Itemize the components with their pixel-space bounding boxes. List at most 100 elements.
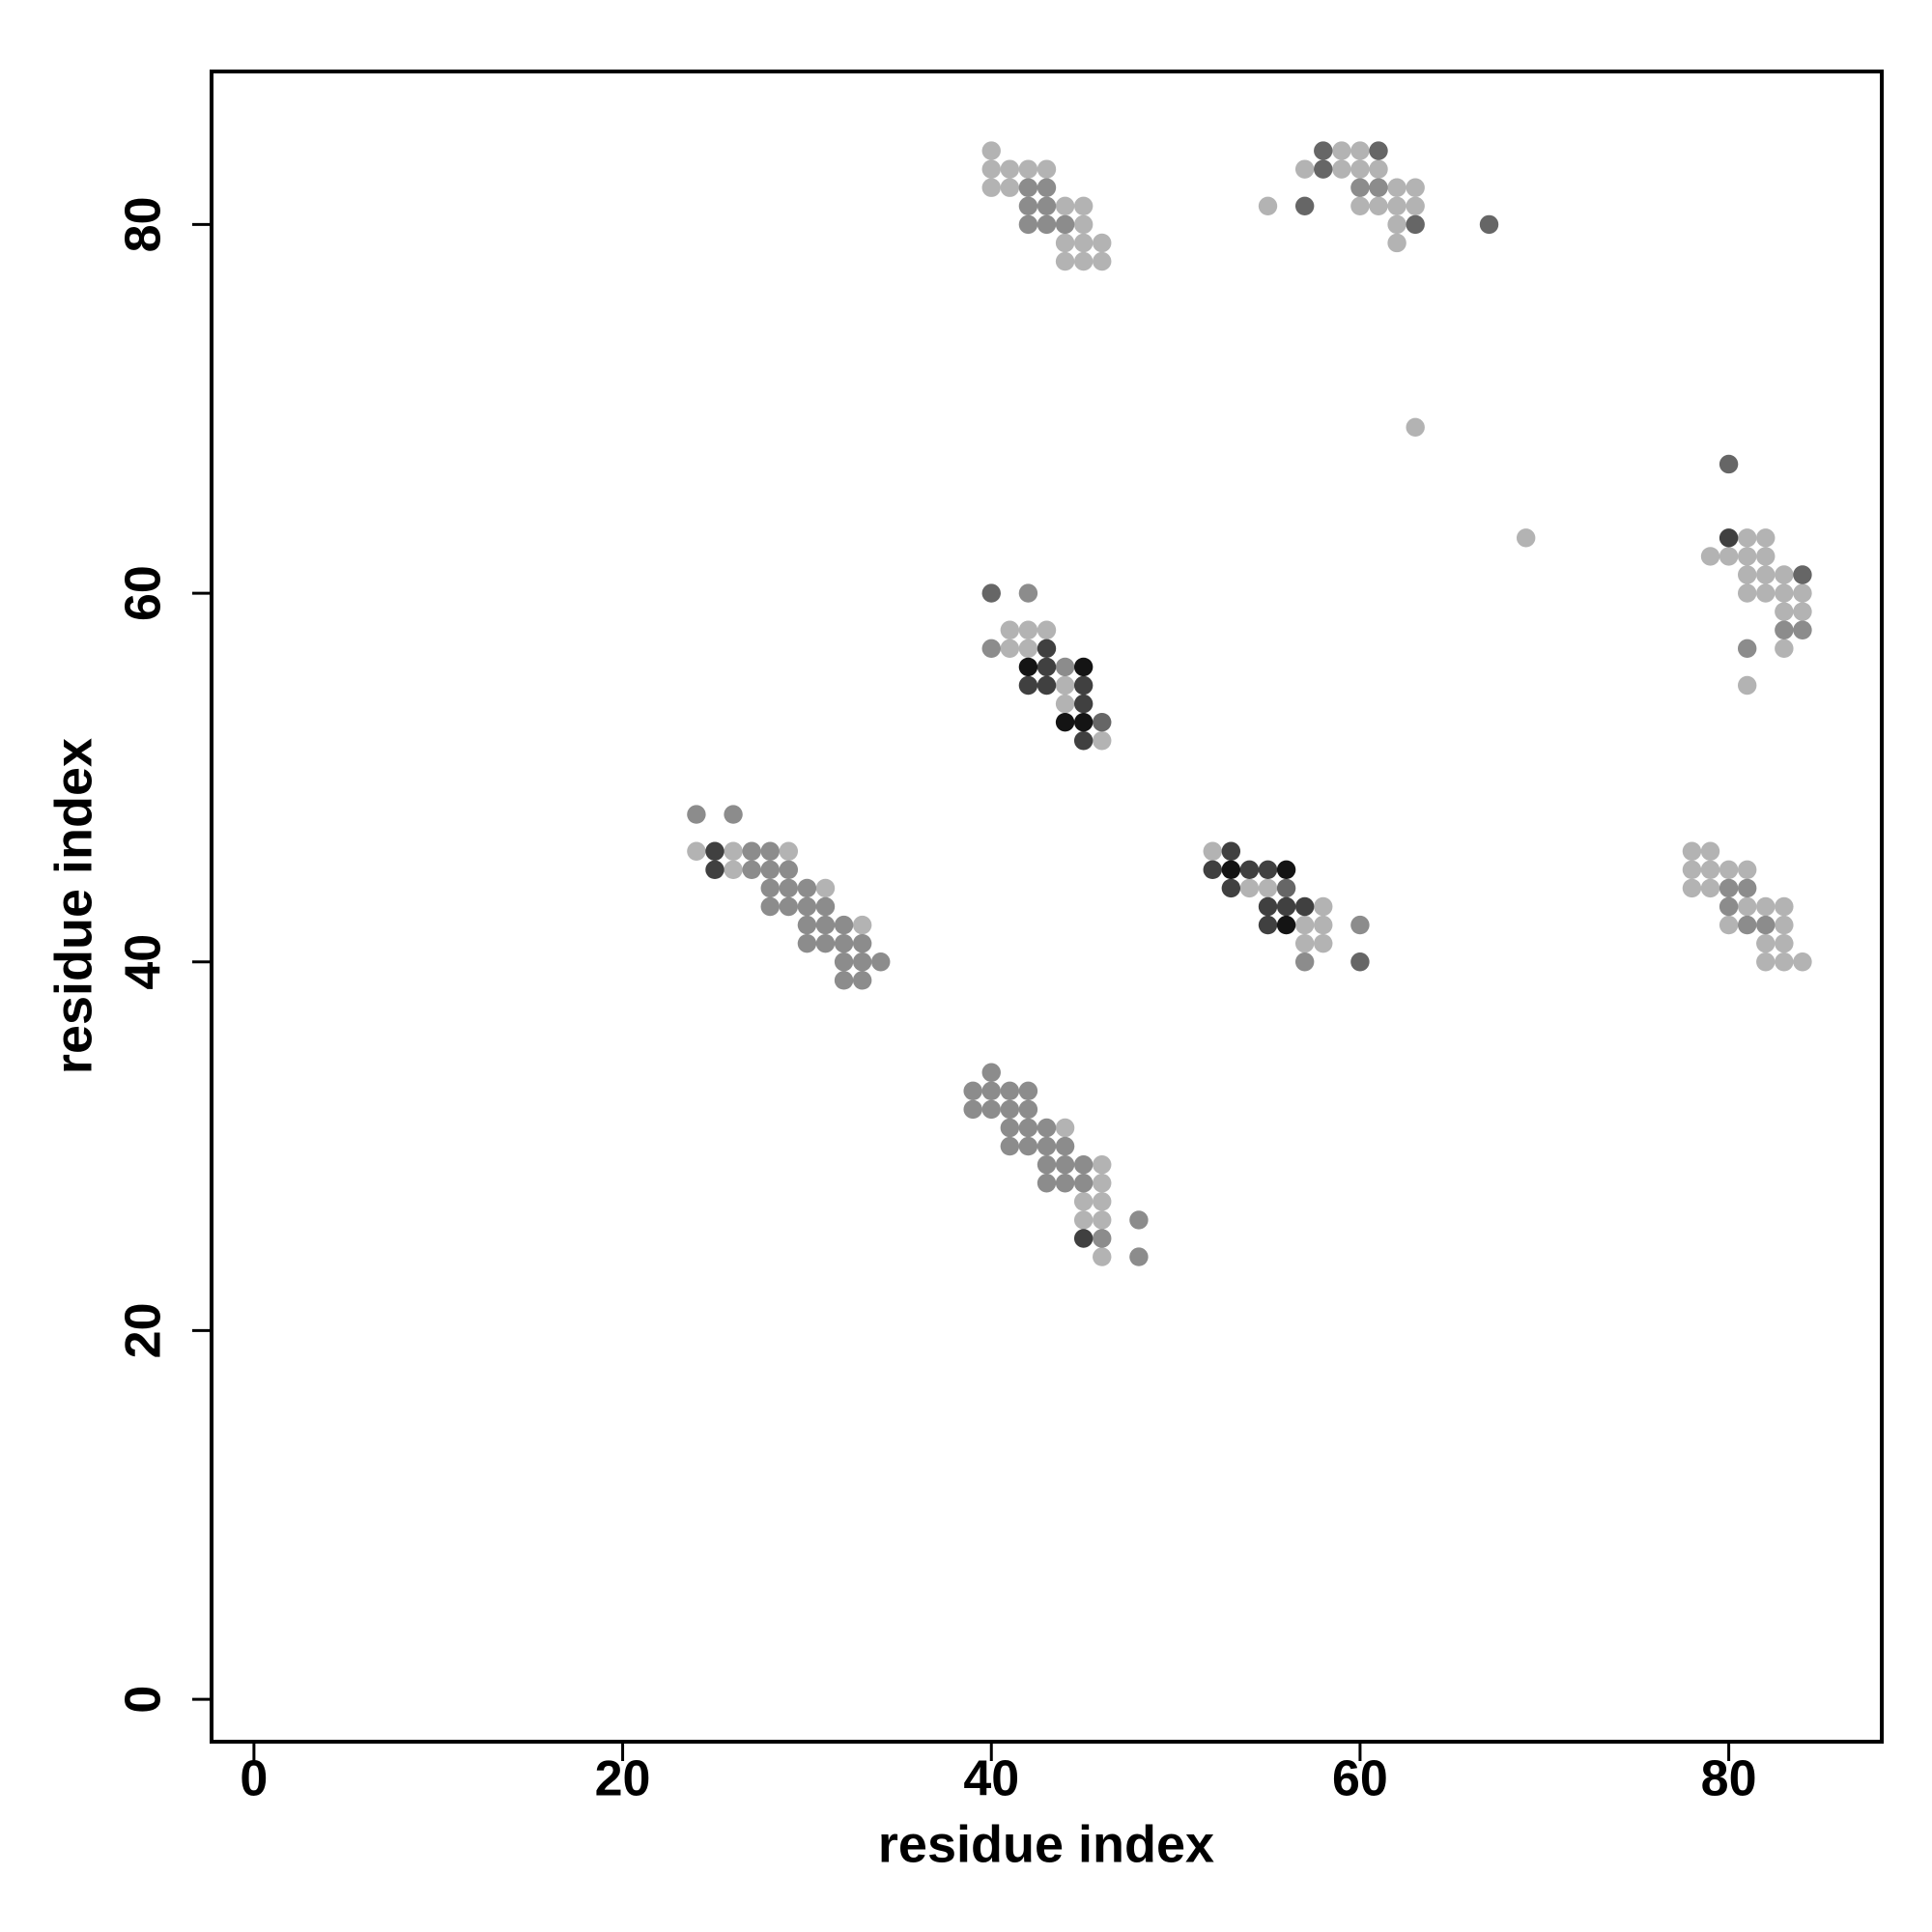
point bbox=[981, 1063, 1001, 1082]
point bbox=[1700, 841, 1720, 861]
point bbox=[1055, 675, 1075, 696]
point bbox=[1737, 915, 1757, 935]
point bbox=[1093, 731, 1112, 751]
point bbox=[1018, 675, 1038, 696]
point bbox=[1737, 583, 1757, 603]
point bbox=[1737, 675, 1757, 696]
point bbox=[705, 860, 724, 880]
point bbox=[760, 841, 780, 861]
point bbox=[1294, 196, 1315, 216]
point bbox=[1018, 1136, 1038, 1156]
point bbox=[760, 860, 780, 880]
point bbox=[742, 841, 761, 861]
point bbox=[1055, 712, 1075, 732]
point bbox=[760, 896, 780, 917]
point bbox=[852, 933, 872, 953]
point bbox=[1387, 233, 1406, 253]
point bbox=[1073, 1229, 1094, 1248]
point bbox=[1037, 620, 1057, 639]
point bbox=[1775, 933, 1794, 953]
point bbox=[1037, 178, 1057, 197]
point bbox=[1055, 694, 1075, 714]
point bbox=[687, 805, 706, 824]
point bbox=[1093, 712, 1112, 732]
point bbox=[834, 971, 854, 990]
point bbox=[1314, 915, 1333, 935]
point bbox=[981, 159, 1001, 179]
point bbox=[1682, 860, 1702, 880]
point bbox=[797, 915, 817, 935]
point bbox=[1737, 639, 1757, 659]
plot-frame bbox=[210, 70, 1884, 1744]
point bbox=[1073, 196, 1094, 216]
point bbox=[1294, 896, 1315, 917]
point bbox=[834, 952, 854, 972]
point bbox=[724, 860, 743, 880]
point bbox=[1719, 860, 1739, 880]
point bbox=[1314, 141, 1333, 160]
point bbox=[1221, 860, 1241, 880]
point bbox=[1055, 196, 1075, 216]
point bbox=[1737, 528, 1757, 548]
point bbox=[1055, 251, 1075, 271]
point bbox=[1350, 159, 1370, 179]
point bbox=[1018, 1099, 1038, 1120]
point bbox=[779, 841, 799, 861]
point bbox=[1000, 1081, 1020, 1101]
point bbox=[1793, 602, 1812, 621]
point bbox=[1756, 952, 1776, 972]
point bbox=[981, 141, 1001, 160]
point bbox=[1018, 196, 1038, 216]
point bbox=[1387, 196, 1406, 216]
y-tick-label: 60 bbox=[116, 565, 172, 621]
point bbox=[1037, 1154, 1057, 1175]
point bbox=[742, 860, 761, 880]
point bbox=[1756, 896, 1776, 917]
point bbox=[1055, 214, 1075, 235]
point bbox=[1737, 547, 1757, 566]
point bbox=[1037, 196, 1057, 216]
point bbox=[1682, 841, 1702, 861]
point bbox=[1775, 583, 1794, 603]
point bbox=[1203, 860, 1222, 880]
point bbox=[1756, 915, 1776, 935]
point bbox=[1037, 1118, 1057, 1138]
point bbox=[1369, 196, 1388, 216]
point bbox=[1073, 712, 1094, 732]
point bbox=[1037, 214, 1057, 235]
point bbox=[1037, 639, 1057, 659]
point bbox=[1073, 1154, 1094, 1175]
point bbox=[1258, 878, 1278, 898]
point bbox=[815, 915, 836, 935]
y-tick-label: 40 bbox=[116, 934, 172, 990]
point bbox=[1775, 915, 1794, 935]
point bbox=[779, 896, 799, 917]
point bbox=[1350, 178, 1370, 197]
point bbox=[1775, 565, 1794, 584]
point bbox=[1719, 547, 1739, 566]
point bbox=[1129, 1210, 1149, 1230]
point bbox=[1055, 233, 1075, 253]
point bbox=[1719, 454, 1739, 474]
point bbox=[1756, 565, 1776, 584]
point bbox=[1055, 1118, 1075, 1138]
point bbox=[1073, 233, 1094, 253]
point bbox=[705, 841, 724, 861]
point bbox=[1037, 675, 1057, 696]
point bbox=[1018, 159, 1038, 179]
point bbox=[815, 933, 836, 953]
x-axis-title: residue index bbox=[878, 1815, 1214, 1873]
point bbox=[834, 915, 854, 935]
point bbox=[1294, 933, 1315, 953]
point bbox=[1055, 657, 1075, 677]
point bbox=[1000, 639, 1020, 659]
point bbox=[1093, 1247, 1112, 1266]
point bbox=[1037, 1174, 1057, 1193]
point bbox=[1294, 952, 1315, 972]
point bbox=[1073, 1210, 1094, 1230]
point bbox=[1350, 952, 1370, 972]
point bbox=[1314, 159, 1333, 179]
point bbox=[1276, 860, 1296, 880]
point bbox=[1793, 583, 1812, 603]
